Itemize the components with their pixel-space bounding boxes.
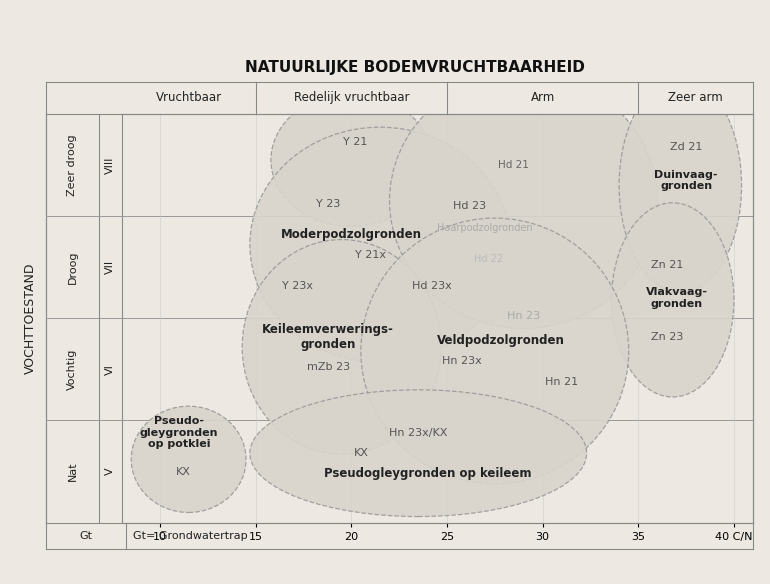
Ellipse shape (390, 73, 658, 329)
Ellipse shape (361, 218, 628, 484)
Text: Y 21x: Y 21x (355, 250, 386, 260)
Ellipse shape (271, 93, 432, 227)
Text: Vlakvaag-
gronden: Vlakvaag- gronden (645, 287, 708, 308)
Text: Y 23x: Y 23x (282, 280, 313, 291)
Text: NATUURLIJKE BODEMVRUCHTBAARHEID: NATUURLIJKE BODEMVRUCHTBAARHEID (245, 60, 585, 75)
Text: Moderpodzolgronden: Moderpodzolgronden (281, 228, 422, 241)
Text: KX: KX (353, 448, 368, 458)
Text: Zd 21: Zd 21 (670, 141, 702, 152)
Text: Haarpodzolgronden: Haarpodzolgronden (437, 223, 533, 234)
Text: Hd 23: Hd 23 (454, 201, 487, 211)
Text: Keileemverwerings-
gronden: Keileemverwerings- gronden (263, 323, 394, 350)
Text: Arm: Arm (531, 91, 554, 104)
Ellipse shape (249, 127, 510, 362)
Text: Y 23: Y 23 (316, 199, 340, 209)
Text: Vruchtbaar: Vruchtbaar (156, 91, 222, 104)
Text: Hn 23x: Hn 23x (442, 356, 482, 366)
Text: KX: KX (176, 467, 190, 477)
Text: Duinvaag-
gronden: Duinvaag- gronden (654, 169, 718, 191)
Ellipse shape (619, 78, 742, 293)
Text: VI: VI (105, 364, 115, 375)
Text: Gt: Gt (79, 531, 92, 541)
Text: Veldpodzolgronden: Veldpodzolgronden (437, 334, 564, 347)
Text: VIII: VIII (105, 157, 115, 173)
Text: Hd 23x: Hd 23x (412, 280, 451, 291)
Text: Zn 21: Zn 21 (651, 260, 683, 270)
Text: VOCHTTOESTAND: VOCHTTOESTAND (24, 263, 36, 374)
Text: V: V (105, 468, 115, 475)
Text: mZb 23: mZb 23 (306, 362, 350, 373)
Text: Hn 21: Hn 21 (545, 377, 578, 387)
Ellipse shape (243, 239, 441, 454)
Ellipse shape (131, 406, 246, 513)
Text: Hd 22: Hd 22 (474, 254, 504, 264)
Text: Redelijk vruchtbaar: Redelijk vruchtbaar (293, 91, 409, 104)
Text: Hd 21: Hd 21 (498, 160, 529, 170)
Text: Zn 23: Zn 23 (651, 332, 683, 342)
Text: Zeer arm: Zeer arm (668, 91, 723, 104)
Text: Pseudo-
gleygronden
op potklei: Pseudo- gleygronden op potklei (140, 416, 219, 449)
Text: Pseudogleygronden op keileem: Pseudogleygronden op keileem (324, 467, 531, 480)
Text: VII: VII (105, 260, 115, 274)
Text: Gt= Grondwatertrap: Gt= Grondwatertrap (133, 531, 248, 541)
Text: Vochtig: Vochtig (68, 349, 77, 390)
Text: Nat: Nat (68, 462, 77, 481)
Text: Hn 23x/KX: Hn 23x/KX (389, 427, 447, 438)
Text: Y 21: Y 21 (343, 137, 367, 148)
Ellipse shape (249, 390, 587, 516)
Text: Zeer droog: Zeer droog (68, 134, 77, 196)
Text: Hn 23: Hn 23 (507, 311, 540, 321)
Text: Droog: Droog (68, 251, 77, 284)
Ellipse shape (611, 203, 734, 397)
